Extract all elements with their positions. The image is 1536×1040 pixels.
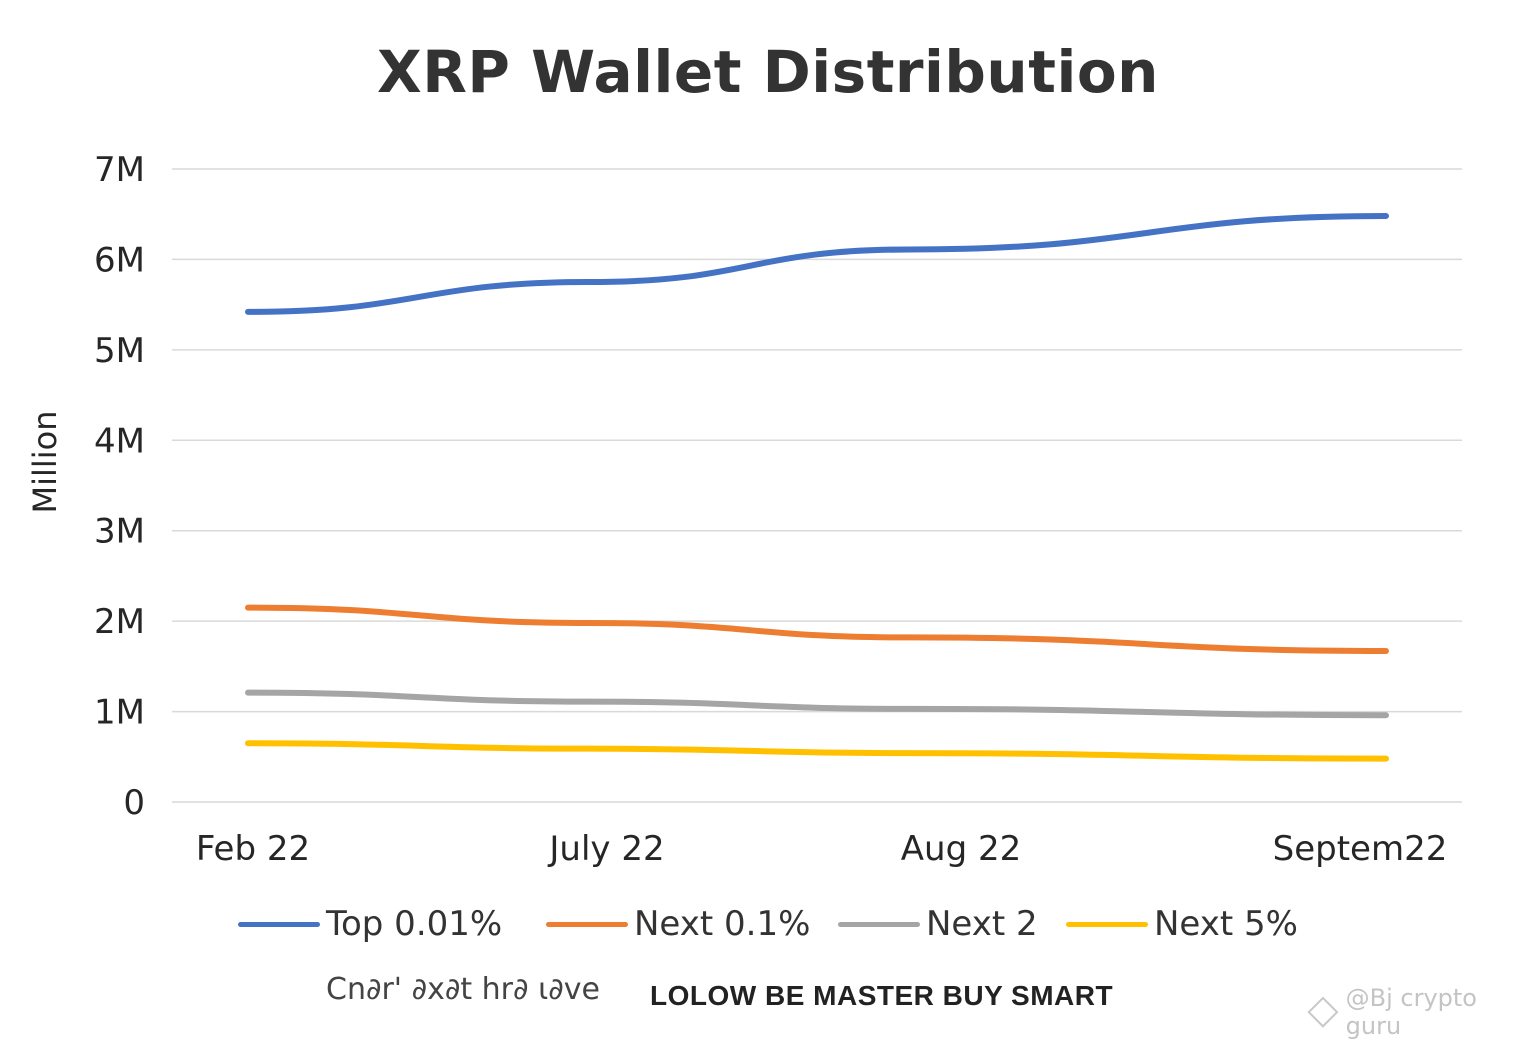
legend-label-top-001: Top 0.01% [326, 904, 503, 944]
legend-item-next-5: Next 5% [1066, 902, 1298, 946]
y-tick-label: 0 [123, 783, 145, 823]
legend: Top 0.01% Next 0.1% Next 2 Next 5% [0, 902, 1536, 946]
series-line-3 [245, 689, 1389, 719]
y-tick-label: 2M [94, 602, 145, 642]
series-line-4 [245, 740, 1389, 762]
x-tick-label: July 22 [547, 829, 664, 869]
series-line-1 [245, 213, 1389, 315]
y-tick-labels: 0 1M 2M 3M 4M 5M 6M 7M [94, 150, 145, 823]
series-lines [245, 213, 1389, 762]
y-tick-label: 5M [94, 331, 145, 371]
legend-item-next-2: Next 2 [838, 902, 1038, 946]
y-tick-label: 7M [94, 150, 145, 190]
legend-swatch-next-01 [546, 921, 628, 927]
legend-label-next-5: Next 5% [1154, 904, 1298, 944]
legend-item-next-01: Next 0.1% [546, 902, 810, 946]
binance-logo-icon [1307, 996, 1339, 1028]
legend-item-top-001: Top 0.01% [238, 902, 502, 946]
x-tick-labels: Feb 22 July 22 Aug 22 Septem22 [196, 829, 1448, 869]
y-axis-label: Million [26, 410, 64, 513]
x-tick-label: Feb 22 [196, 829, 310, 869]
chart-title: XRP Wallet Distribution [377, 38, 1159, 106]
legend-swatch-next-5 [1066, 921, 1148, 927]
series-line-2 [245, 604, 1389, 654]
gridlines [172, 168, 1462, 803]
watermark-text: @Bj crypto guru [1345, 984, 1477, 1040]
legend-label-next-01: Next 0.1% [634, 904, 811, 944]
legend-label-next-2: Next 2 [926, 904, 1038, 944]
y-tick-label: 1M [94, 693, 145, 733]
y-tick-label: 6M [94, 240, 145, 280]
x-tick-label: Septem22 [1273, 829, 1448, 869]
legend-swatch-top-001 [238, 921, 320, 927]
watermark: @Bj crypto guru [1307, 984, 1536, 1040]
footer-slogan: LOLOW BE MASTER BUY SMART [650, 980, 1114, 1011]
y-tick-label: 3M [94, 512, 145, 552]
y-tick-label: 4M [94, 421, 145, 461]
legend-swatch-next-2 [838, 921, 920, 927]
footer-faded-text: Cn∂r' ∂x∂t hr∂ ι∂ve [326, 972, 600, 1007]
x-tick-label: Aug 22 [901, 829, 1021, 869]
